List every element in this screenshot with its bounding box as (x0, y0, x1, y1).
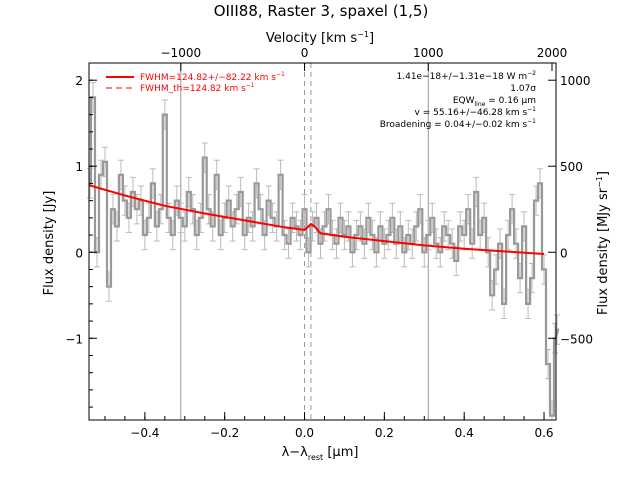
legend-label-thermal: FWHM_th=124.82 km s−1 (140, 82, 255, 94)
x-tick-label: −0.4 (130, 426, 159, 440)
spectrum-line (89, 96, 560, 417)
y-tick-label: −1 (65, 332, 83, 346)
y-tick-label: 1 (75, 160, 83, 174)
top-tick-label: 0 (301, 46, 309, 60)
x-tick-label: 0.6 (534, 426, 553, 440)
legend: FWHM=124.82+/−82.22 km s−1 FWHM_th=124.8… (106, 71, 285, 94)
x-tick-label: 0.4 (455, 426, 474, 440)
top-tick-label: −1000 (161, 46, 202, 60)
fit-line (88, 184, 545, 255)
y-tick-label: 2 (75, 74, 83, 88)
right-tick-label: 500 (560, 160, 583, 174)
y-tick-label: 0 (75, 246, 83, 260)
right-tick-label: 1000 (560, 74, 591, 88)
x-tick-label: −0.2 (210, 426, 239, 440)
plot-frame (88, 62, 557, 421)
data-series (88, 96, 560, 417)
y-axis-label: Flux density [Jy] (42, 191, 57, 296)
right-tick-label: 0 (560, 246, 568, 260)
top-axis-label: Velocity [km s−1] (266, 30, 374, 46)
fit-annotations: 1.41e−18+/−1.31e−18 W m−2 1.07σ EQWline … (380, 70, 537, 130)
right-axis-label: Flux density [MJy sr−1] (595, 171, 611, 315)
x-axis-label: λ−λrest [μm] (282, 445, 359, 462)
legend-label-fit: FWHM=124.82+/−82.22 km s−1 (140, 71, 285, 83)
x-tick-label: 0.2 (375, 426, 394, 440)
annotation-flux: 1.41e−18+/−1.31e−18 W m−2 (397, 70, 537, 82)
top-tick-label: 1000 (413, 46, 444, 60)
top-tick-label: 2000 (537, 46, 568, 60)
annotation-eqw: EQWline = 0.16 μm (453, 96, 536, 108)
annotation-velocity: v = 55.16+/−46.28 km s−1 (415, 106, 537, 118)
right-tick-label: −500 (560, 332, 593, 346)
chart-title: OIII88, Raster 3, spaxel (1,5) (214, 2, 429, 20)
annotation-sigma: 1.07σ (510, 84, 536, 94)
annotation-broadening: Broadening = 0.04+/−0.02 km s−1 (380, 118, 536, 130)
x-tick-label: 0.0 (295, 426, 314, 440)
